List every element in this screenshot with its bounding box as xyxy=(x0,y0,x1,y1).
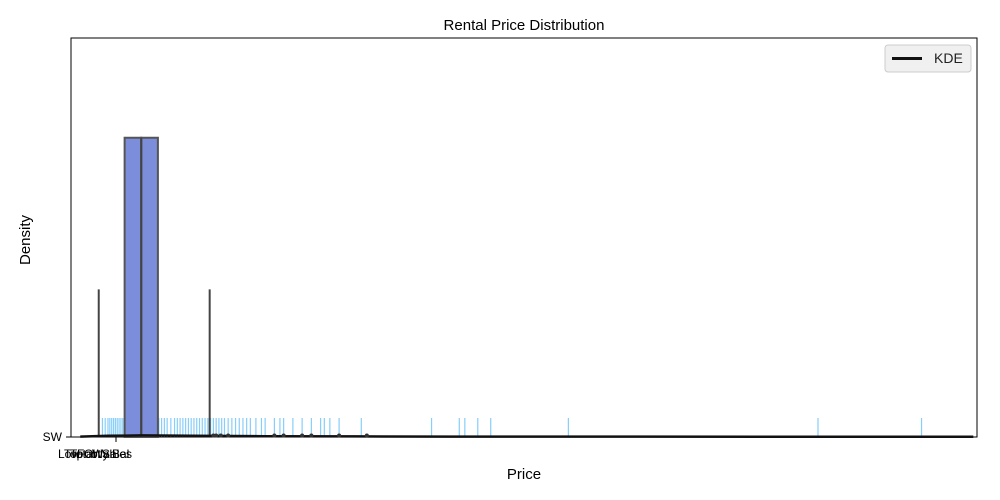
histogram-bar xyxy=(123,136,143,438)
outlier-point xyxy=(226,433,231,438)
outlier-point xyxy=(309,433,314,438)
outlier-point xyxy=(337,433,342,438)
x-tick-label: Low xyxy=(58,447,80,461)
y-axis-label: Density xyxy=(17,214,34,265)
outlier-point xyxy=(218,433,223,438)
x-tick-label: Foot xyxy=(77,447,102,461)
legend-kde-label: KDE xyxy=(934,50,963,66)
outlier-point xyxy=(214,433,219,438)
outlier-point xyxy=(211,433,216,438)
outlier-point xyxy=(272,433,277,438)
plot-area xyxy=(70,37,978,438)
x-tick-label: Top xyxy=(64,447,84,461)
x-tick-label: Bal xyxy=(112,447,129,461)
histogram-bar xyxy=(140,136,159,438)
box-outliers xyxy=(211,433,369,438)
outlier-point xyxy=(300,433,305,438)
x-tick-label: Wall xyxy=(92,447,115,461)
x-tick-label: Only xyxy=(84,447,109,461)
x-axis-label: Price xyxy=(507,466,541,483)
x-tick-label: Sales xyxy=(102,447,132,461)
chart-title: Rental Price Distribution xyxy=(444,17,605,34)
y-tick: SW xyxy=(43,430,71,444)
x-tick-label: Total xyxy=(70,447,95,461)
histogram xyxy=(123,136,159,438)
outlier-point xyxy=(281,433,286,438)
outlier-point xyxy=(364,433,369,438)
legend-box xyxy=(884,44,972,73)
legend: KDE xyxy=(884,44,972,73)
box-plot xyxy=(97,137,211,437)
y-tick-label: SW xyxy=(43,430,63,444)
